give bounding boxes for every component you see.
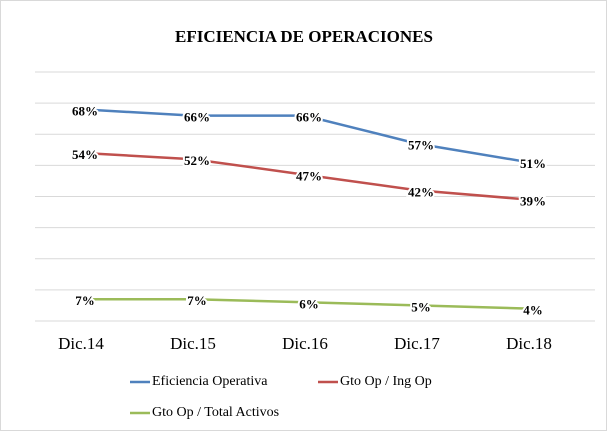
data-label: 57% [408, 138, 434, 153]
x-tick-label: Dic.18 [506, 334, 552, 353]
data-label: 42% [408, 184, 434, 199]
series-line [80, 151, 530, 201]
data-label: 66% [296, 110, 322, 125]
x-tick-label: Dic.17 [394, 334, 440, 353]
data-label: 52% [184, 153, 210, 168]
series-line [80, 108, 530, 164]
data-label: 51% [520, 156, 546, 171]
data-label: 47% [296, 169, 322, 184]
data-label: 5% [411, 299, 431, 314]
data-label: 54% [72, 147, 98, 162]
legend-label: Eficiencia Operativa [152, 374, 268, 389]
data-label: 6% [299, 296, 319, 311]
legend-label: Gto Op / Total Activos [152, 405, 279, 420]
series-line [81, 297, 530, 310]
data-label: 7% [187, 293, 207, 308]
chart-title: EFICIENCIA DE OPERACIONES [175, 27, 433, 46]
data-label: 39% [520, 194, 546, 209]
x-tick-label: Dic.14 [58, 334, 104, 353]
legend-label: Gto Op / Ing Op [340, 374, 432, 389]
x-tick-label: Dic.15 [170, 334, 216, 353]
x-tick-label: Dic.16 [282, 334, 328, 353]
data-label: 68% [72, 103, 98, 118]
data-label: 66% [184, 110, 210, 125]
data-label: 7% [75, 293, 95, 308]
data-label: 4% [523, 303, 543, 318]
